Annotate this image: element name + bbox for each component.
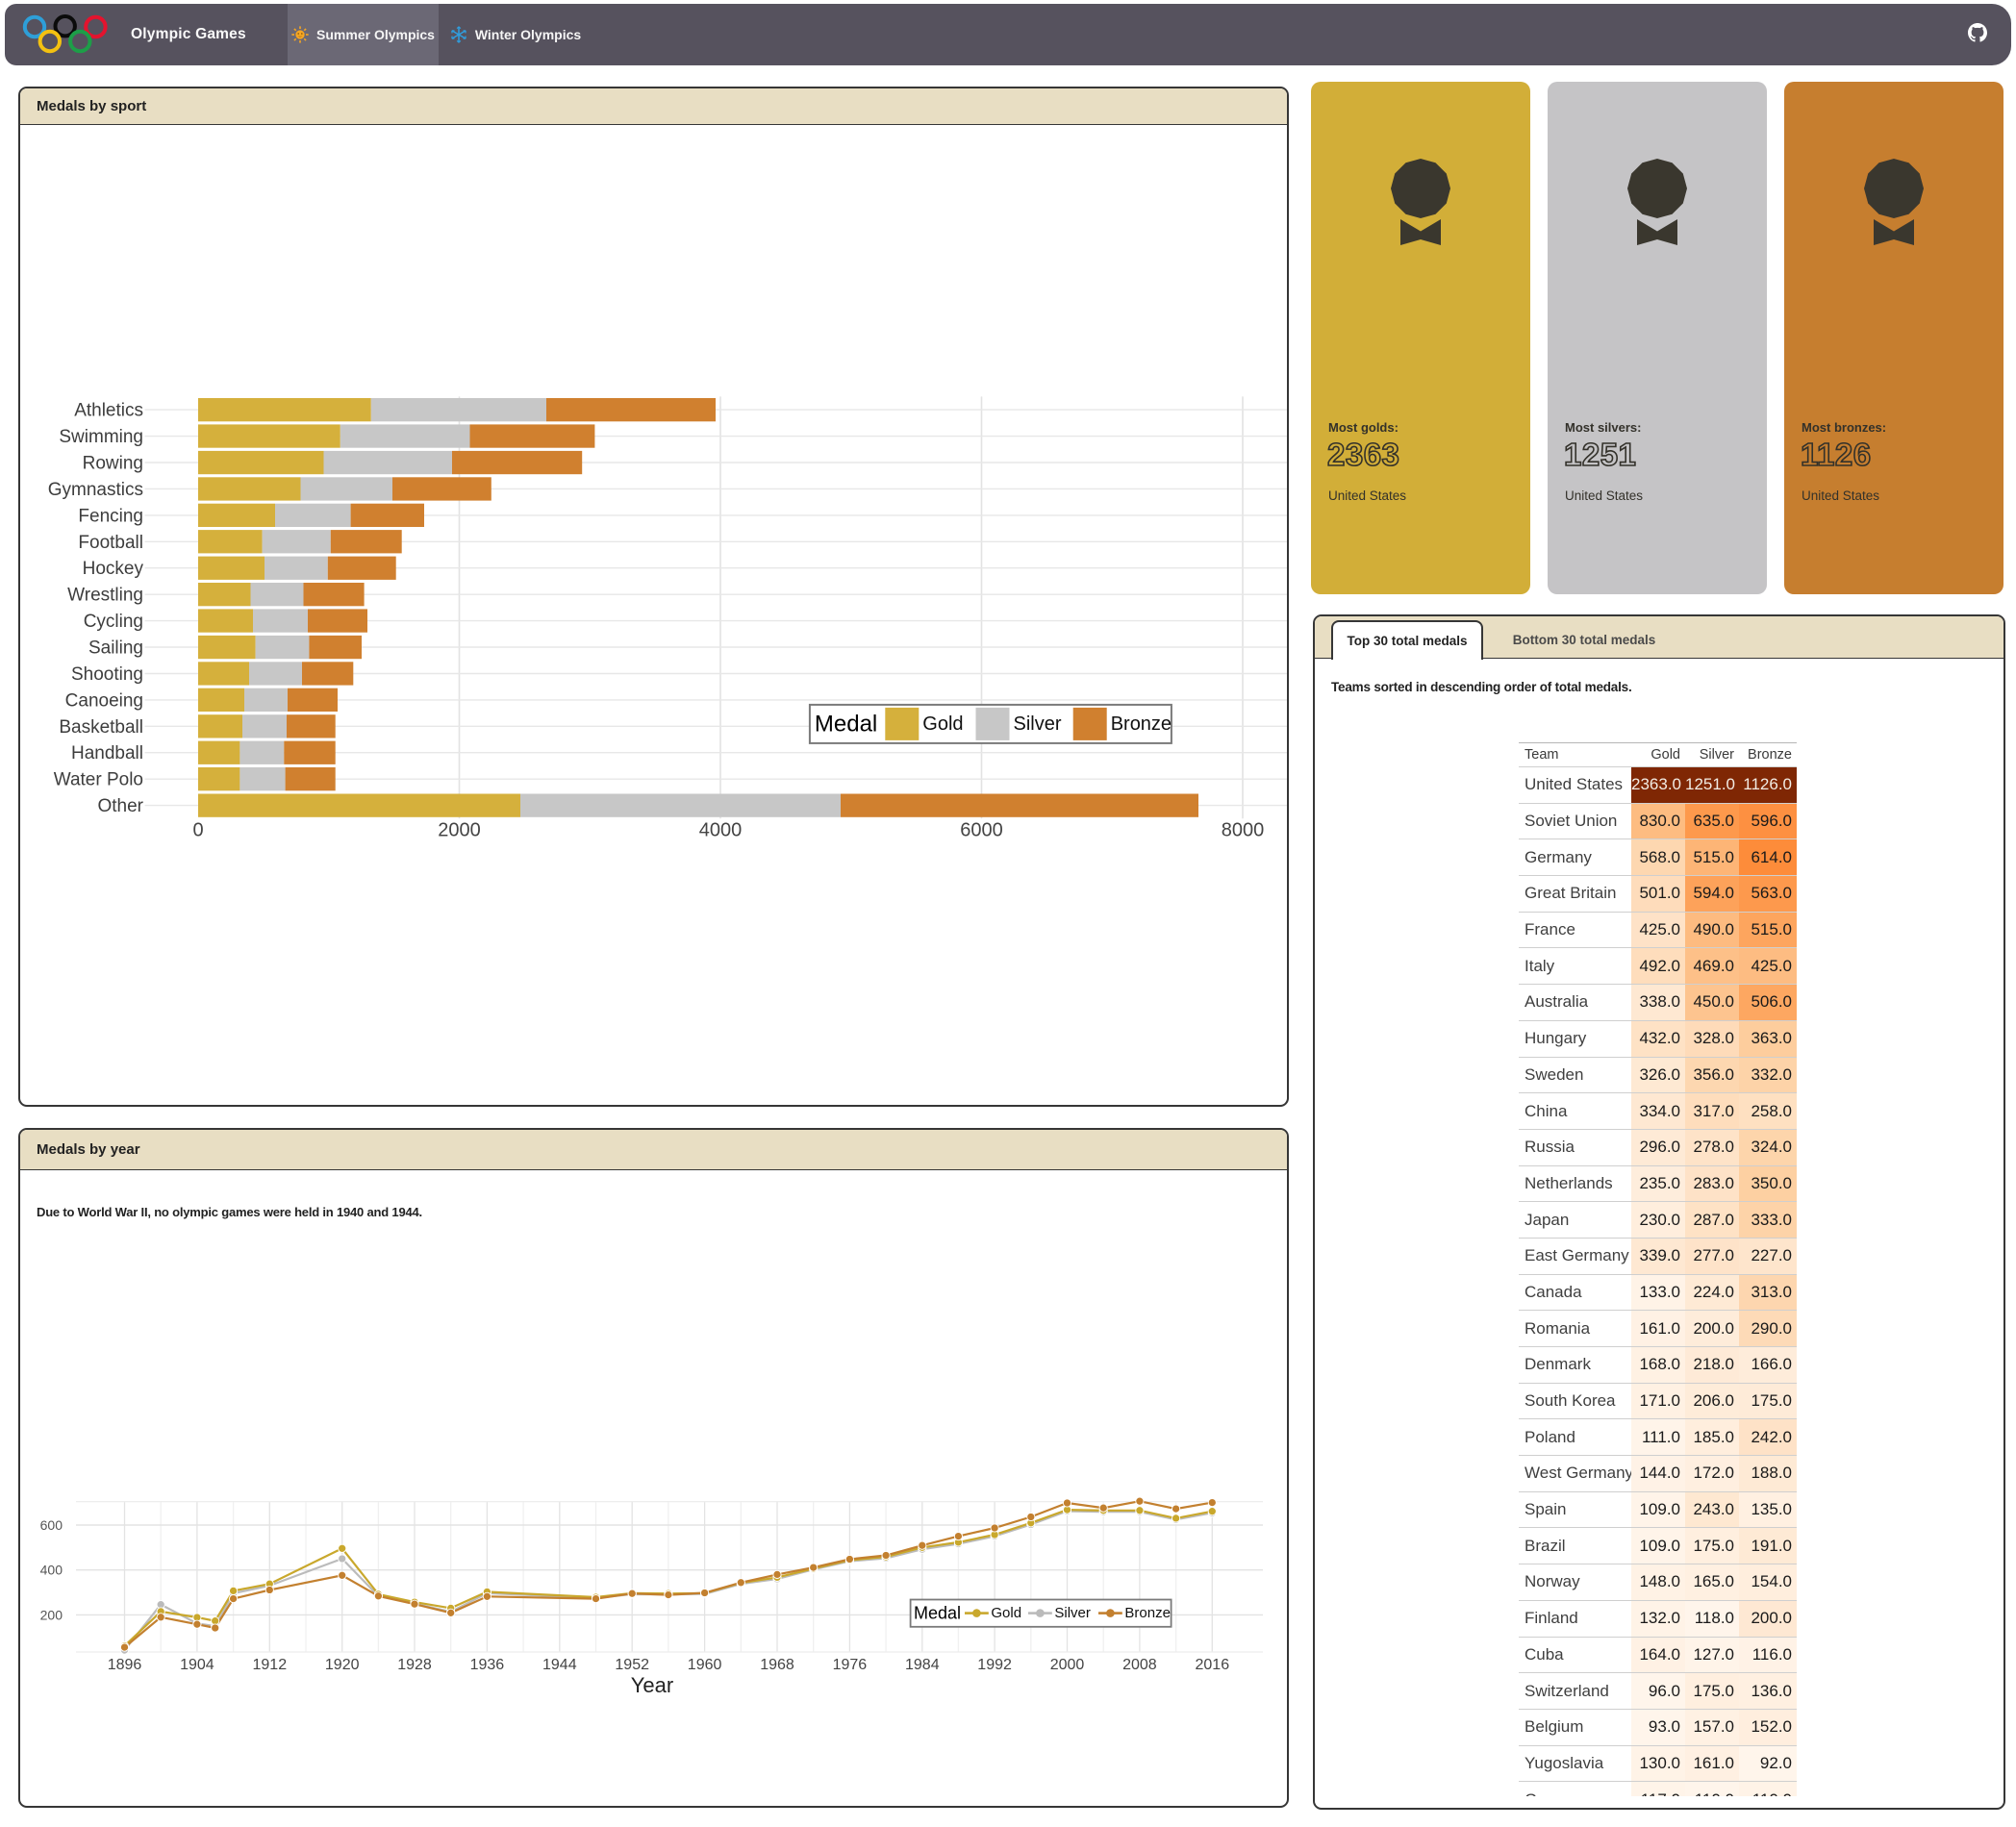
svg-text:Canoeing: Canoeing <box>65 690 143 711</box>
svg-text:Fencing: Fencing <box>78 506 143 526</box>
svg-text:2008: 2008 <box>1122 1657 1157 1673</box>
svg-text:Silver: Silver <box>1054 1605 1091 1621</box>
svg-text:Cycling: Cycling <box>84 612 143 632</box>
svg-text:Bronze: Bronze <box>1111 713 1172 735</box>
svg-text:1904: 1904 <box>180 1657 214 1673</box>
svg-text:6000: 6000 <box>960 819 1003 840</box>
svg-text:Other: Other <box>97 796 143 816</box>
svg-text:Sailing: Sailing <box>88 638 143 659</box>
svg-text:1936: 1936 <box>470 1657 505 1673</box>
svg-text:Hockey: Hockey <box>83 559 144 579</box>
svg-text:1984: 1984 <box>905 1657 940 1673</box>
svg-text:2000: 2000 <box>438 819 481 840</box>
svg-text:Rowing: Rowing <box>83 454 143 474</box>
svg-text:1912: 1912 <box>253 1657 288 1673</box>
svg-text:0: 0 <box>192 819 203 840</box>
svg-text:2016: 2016 <box>1196 1657 1230 1673</box>
svg-text:Football: Football <box>78 533 143 553</box>
svg-text:4000: 4000 <box>699 819 743 840</box>
svg-text:1944: 1944 <box>542 1657 577 1673</box>
svg-text:1976: 1976 <box>833 1657 868 1673</box>
svg-text:Medal: Medal <box>914 1604 961 1623</box>
svg-text:Bronze: Bronze <box>1124 1605 1171 1621</box>
svg-text:Medal: Medal <box>815 711 877 737</box>
svg-text:Handball: Handball <box>71 743 143 763</box>
svg-text:Gold: Gold <box>922 713 963 735</box>
svg-text:Silver: Silver <box>1014 713 1062 735</box>
svg-text:2000: 2000 <box>1050 1657 1085 1673</box>
svg-text:1896: 1896 <box>108 1657 142 1673</box>
svg-text:1960: 1960 <box>688 1657 722 1673</box>
svg-text:400: 400 <box>40 1563 63 1578</box>
svg-text:Year: Year <box>631 1673 673 1697</box>
svg-text:1992: 1992 <box>977 1657 1012 1673</box>
svg-text:Gold: Gold <box>991 1605 1021 1621</box>
svg-text:Gymnastics: Gymnastics <box>48 480 143 500</box>
svg-text:Athletics: Athletics <box>74 401 143 421</box>
svg-text:600: 600 <box>40 1517 63 1533</box>
svg-text:8000: 8000 <box>1222 819 1265 840</box>
svg-text:Swimming: Swimming <box>59 427 143 447</box>
svg-text:1928: 1928 <box>397 1657 432 1673</box>
svg-text:Wrestling: Wrestling <box>67 586 143 606</box>
svg-text:Basketball: Basketball <box>59 717 143 738</box>
svg-text:Shooting: Shooting <box>71 664 143 685</box>
svg-text:1968: 1968 <box>760 1657 794 1673</box>
svg-text:1952: 1952 <box>615 1657 649 1673</box>
svg-text:1920: 1920 <box>325 1657 360 1673</box>
svg-text:200: 200 <box>40 1607 63 1622</box>
svg-text:Water Polo: Water Polo <box>54 770 143 790</box>
